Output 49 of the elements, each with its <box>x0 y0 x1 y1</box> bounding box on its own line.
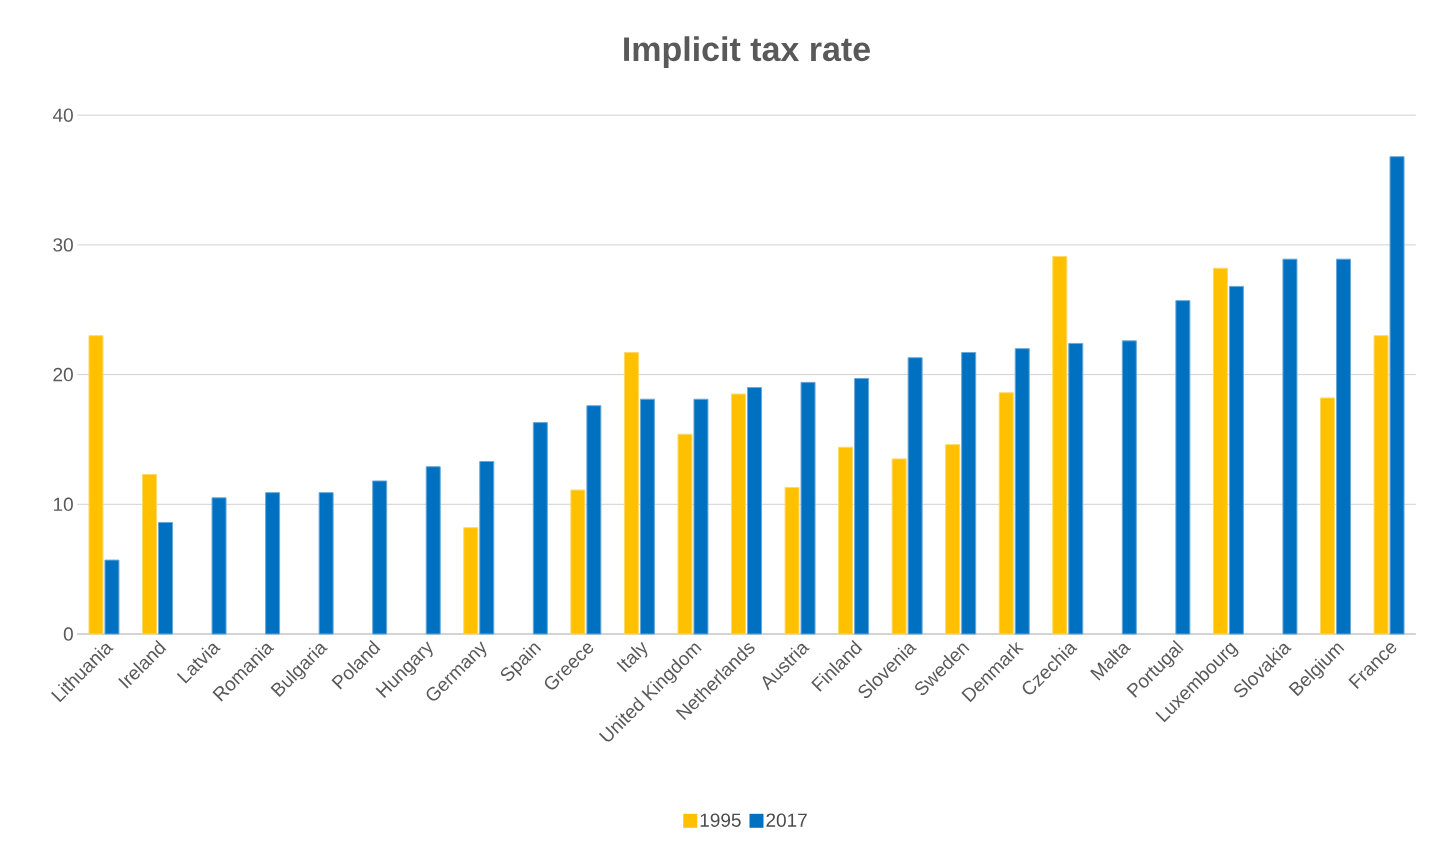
y-tick-label: 40 <box>52 108 73 122</box>
bar <box>784 486 800 635</box>
bar <box>532 422 548 635</box>
bar <box>1282 258 1298 635</box>
y-tick-label: 10 <box>53 497 73 511</box>
y-tick-label: 0 <box>63 627 73 641</box>
bar <box>586 405 602 635</box>
bar <box>639 398 655 635</box>
bar <box>318 492 334 635</box>
bar <box>1121 340 1137 635</box>
bar <box>158 521 173 635</box>
bar <box>265 492 281 635</box>
bar <box>1014 348 1030 635</box>
bar <box>570 489 586 635</box>
bar <box>945 444 961 635</box>
bar <box>1336 258 1351 635</box>
bar <box>425 466 441 635</box>
legend-label: 2017 <box>766 813 807 827</box>
bar <box>623 351 639 635</box>
bar <box>1228 285 1244 635</box>
bar <box>1389 156 1405 635</box>
bar <box>891 458 907 635</box>
bar <box>1373 335 1389 635</box>
chart-title: Implicit tax rate <box>624 36 870 68</box>
legend-label: 1995 <box>700 813 741 827</box>
bar <box>142 473 157 635</box>
bar <box>1052 255 1068 635</box>
bar <box>731 393 746 635</box>
bar <box>88 335 104 635</box>
bar <box>1320 397 1335 635</box>
bar <box>838 446 854 635</box>
bar <box>800 381 816 635</box>
bar <box>211 497 227 635</box>
bar <box>961 351 977 635</box>
bar <box>372 480 388 635</box>
bar <box>747 386 762 635</box>
bar <box>104 559 120 635</box>
bar <box>693 398 709 635</box>
bar <box>479 460 495 635</box>
y-tick-label: 30 <box>53 238 73 252</box>
bar <box>907 357 923 635</box>
bar <box>463 527 479 635</box>
bar <box>854 377 870 635</box>
bar <box>1068 342 1084 635</box>
bar <box>1175 300 1191 635</box>
bar <box>677 433 693 635</box>
y-tick-label: 20 <box>53 367 73 382</box>
bar <box>1212 267 1228 635</box>
bar <box>998 392 1014 635</box>
